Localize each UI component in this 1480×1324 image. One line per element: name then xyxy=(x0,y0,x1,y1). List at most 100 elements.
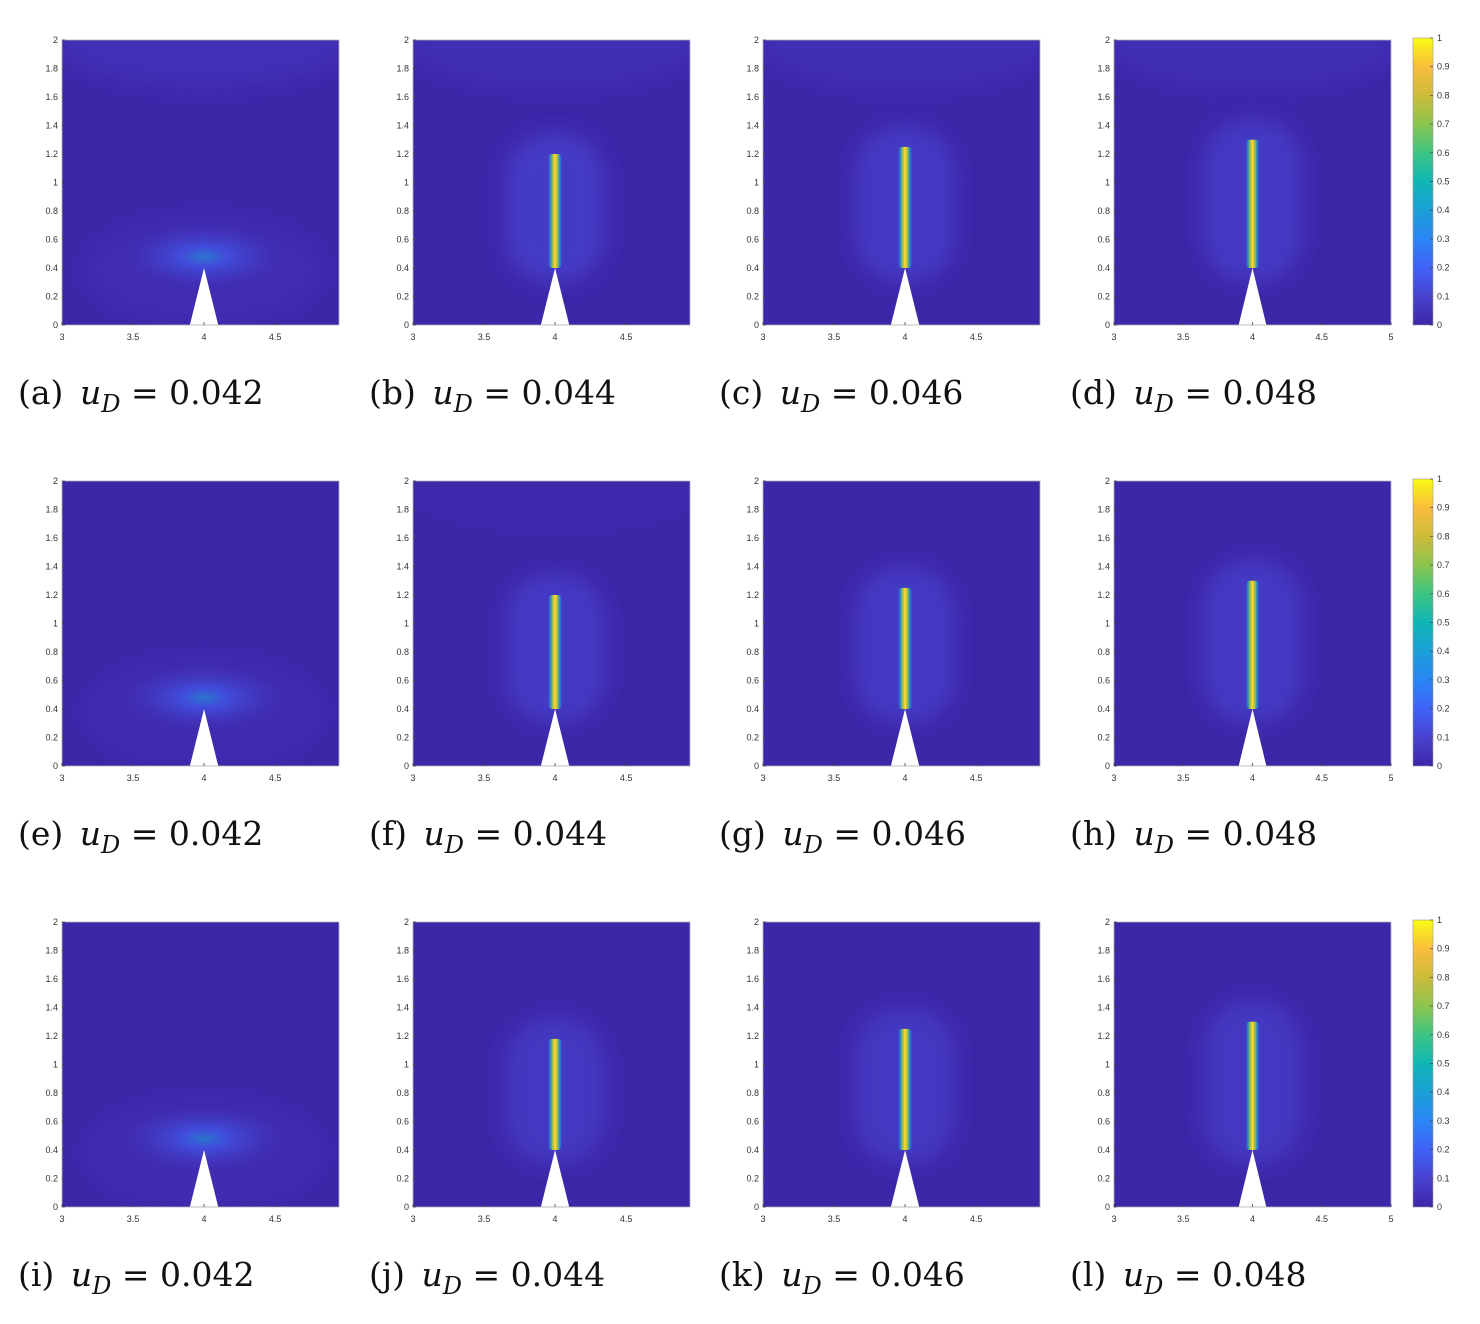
colorbar-tick-label: 0 xyxy=(1437,761,1442,771)
y-tick-label: 1.6 xyxy=(45,533,58,543)
y-tick-label: 1.8 xyxy=(746,64,759,74)
y-tick-label: 0.2 xyxy=(396,733,409,743)
caption-label: (k) xyxy=(719,1255,765,1294)
colorbar-tick-label: 0.9 xyxy=(1437,944,1450,954)
y-tick-label: 1.8 xyxy=(396,946,409,956)
y-tick-label: 1.4 xyxy=(1097,562,1110,572)
y-tick-label: 0.4 xyxy=(396,1145,409,1155)
x-tick-label: 3 xyxy=(410,773,415,783)
y-tick-label: 1 xyxy=(53,178,58,188)
y-tick-label: 0 xyxy=(754,1202,759,1212)
colorbar-tick-label: 1 xyxy=(1437,33,1442,43)
y-tick-label: 2 xyxy=(53,917,58,927)
y-tick-label: 2 xyxy=(1105,476,1110,486)
caption-sub: D xyxy=(802,1272,822,1300)
y-tick-label: 0.6 xyxy=(45,235,58,245)
caption-var: u xyxy=(1133,373,1155,412)
colorbar-tick-label: 0.5 xyxy=(1437,1059,1450,1069)
y-tick-label: 0.2 xyxy=(746,1174,759,1184)
y-tick-label: 0.4 xyxy=(1097,704,1110,714)
x-tick-label: 4 xyxy=(202,773,207,783)
panel-caption: (i) uD = 0.042 xyxy=(18,1255,254,1298)
x-tick-label: 4.5 xyxy=(970,773,983,783)
y-tick-label: 1.2 xyxy=(1097,590,1110,600)
y-tick-label: 1.8 xyxy=(45,64,58,74)
x-tick-label: 4 xyxy=(903,773,908,783)
x-tick-label: 3 xyxy=(410,1214,415,1224)
y-tick-label: 1.8 xyxy=(1097,64,1110,74)
x-tick-label: 3 xyxy=(410,332,415,342)
x-tick-label: 3 xyxy=(760,1214,765,1224)
caption-var: u xyxy=(1122,1255,1145,1294)
colorbar-tick-label: 0 xyxy=(1437,1202,1442,1212)
y-tick-label: 0.8 xyxy=(1097,206,1110,216)
y-tick-label: 1.2 xyxy=(396,149,409,159)
caption-eq: = 0.048 xyxy=(1173,1255,1307,1294)
colorbar-tick-label: 0.4 xyxy=(1437,646,1450,656)
y-tick-label: 1.4 xyxy=(45,562,58,572)
y-tick-label: 2 xyxy=(754,917,759,927)
colorbar-tick-label: 0.9 xyxy=(1437,503,1450,513)
x-tick-label: 3.5 xyxy=(828,773,841,783)
caption-sub: D xyxy=(1154,831,1175,859)
caption-sub: D xyxy=(444,831,464,859)
y-tick-label: 0.4 xyxy=(746,1145,759,1155)
colorbar-tick-label: 0.3 xyxy=(1437,1116,1450,1126)
y-tick-label: 1 xyxy=(754,619,759,629)
caption-var: u xyxy=(423,814,445,853)
caption-sub: D xyxy=(801,390,821,418)
crack-band xyxy=(897,1028,913,1150)
colorbar-tick-label: 0.2 xyxy=(1437,704,1450,714)
y-tick-label: 1.6 xyxy=(396,92,409,102)
caption-sub: D xyxy=(453,390,473,418)
panel-caption: (c) uD = 0.046 xyxy=(719,376,963,416)
y-tick-label: 0.2 xyxy=(1097,733,1110,743)
y-tick-label: 1.4 xyxy=(396,121,409,131)
caption-eq: = 0.042 xyxy=(130,814,264,853)
y-tick-label: 1.6 xyxy=(45,92,58,102)
y-tick-label: 0.8 xyxy=(45,647,58,657)
y-tick-label: 0.8 xyxy=(1097,647,1110,657)
y-tick-label: 0.6 xyxy=(1097,1117,1110,1127)
x-tick-label: 5 xyxy=(1388,1214,1393,1224)
x-tick-label: 3.5 xyxy=(478,1214,491,1224)
y-tick-label: 1.4 xyxy=(396,1003,409,1013)
y-tick-label: 0.2 xyxy=(396,1174,409,1184)
y-tick-label: 2 xyxy=(754,476,759,486)
y-tick-label: 2 xyxy=(404,476,409,486)
caption-sub: D xyxy=(1154,390,1174,418)
x-tick-label: 4.5 xyxy=(269,773,282,783)
colorbar-tick-label: 0.1 xyxy=(1437,732,1450,742)
notch-triangle xyxy=(189,709,219,766)
y-tick-label: 1.6 xyxy=(1097,974,1110,984)
colorbar-tick-label: 1 xyxy=(1437,915,1442,925)
colorbar-tick-label: 0.7 xyxy=(1437,119,1450,129)
y-tick-label: 1.6 xyxy=(396,533,409,543)
y-tick-label: 1.4 xyxy=(1097,1003,1110,1013)
caption-eq: = 0.046 xyxy=(832,1255,965,1294)
y-tick-label: 0.2 xyxy=(45,733,58,743)
caption-eq: = 0.044 xyxy=(483,373,617,412)
y-tick-label: 1.4 xyxy=(746,562,759,572)
y-tick-label: 1.2 xyxy=(746,590,759,600)
caption-eq: = 0.044 xyxy=(472,1255,606,1294)
y-tick-label: 1.6 xyxy=(45,974,58,984)
x-tick-label: 3 xyxy=(1111,773,1116,783)
x-tick-label: 3 xyxy=(59,1214,64,1224)
y-tick-label: 0.6 xyxy=(396,235,409,245)
y-tick-label: 2 xyxy=(404,917,409,927)
y-tick-label: 0.4 xyxy=(746,704,759,714)
crack-band xyxy=(547,154,563,268)
y-tick-label: 1.2 xyxy=(746,1031,759,1041)
caption-label: (l) xyxy=(1070,1255,1107,1294)
y-tick-label: 0.4 xyxy=(396,263,409,273)
caption-label: (h) xyxy=(1070,814,1118,853)
colorbar-tick-label: 0.6 xyxy=(1437,589,1450,599)
y-tick-label: 1.8 xyxy=(1097,946,1110,956)
x-tick-label: 4 xyxy=(1250,332,1255,342)
caption-var: u xyxy=(70,1255,93,1294)
